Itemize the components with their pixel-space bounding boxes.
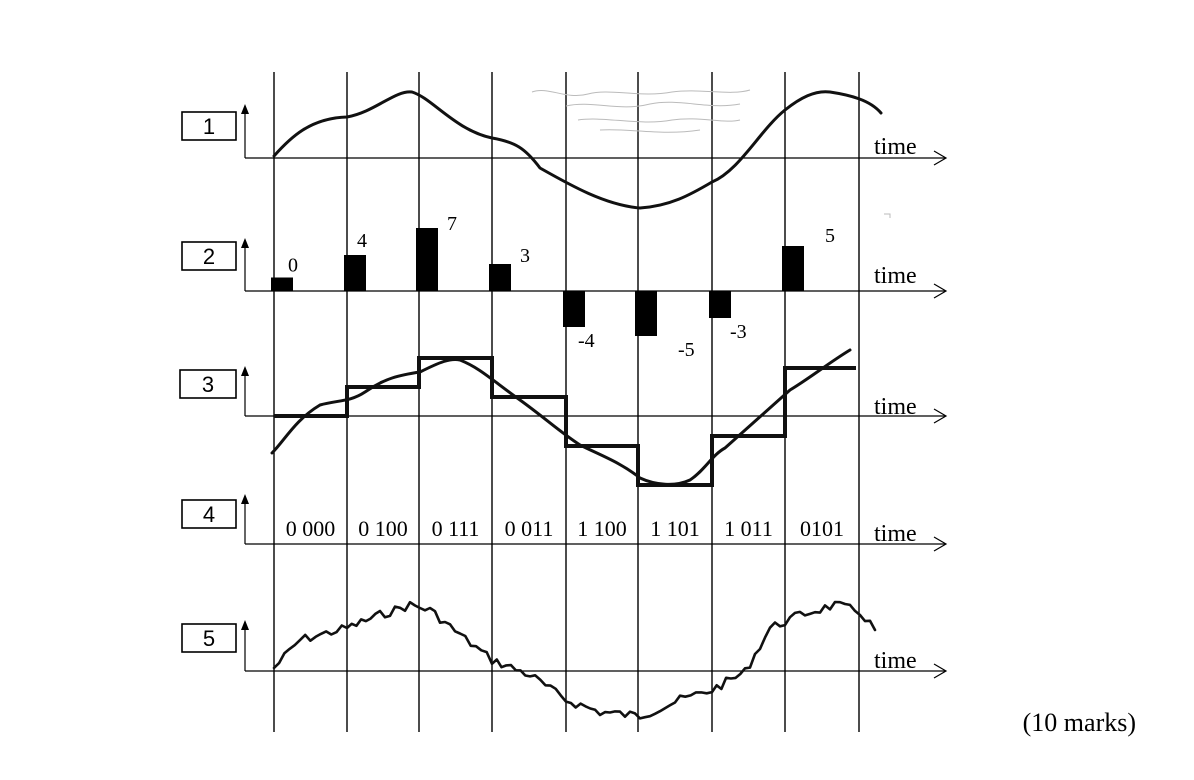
row-3: 3 time [179,348,948,487]
binary-code-label: 0101 [800,516,844,541]
sample-bars: 0 4 7 3 -4 -5 -3 5 [271,213,835,361]
noisy-signal-curve [272,600,877,720]
time-axis-label: time [874,394,917,420]
row-label-box [181,241,237,271]
time-axis-label: time [874,648,917,674]
sample-bar [416,228,438,291]
row-label: 1 [203,114,215,139]
sample-bar [563,291,585,327]
time-axis-label: time [874,521,917,547]
row-label: 4 [203,502,215,527]
binary-code-label: 0 100 [358,516,408,541]
y-axis-arrowhead [241,238,249,248]
row-label-box [179,369,237,399]
binary-code-label: 0 000 [286,516,336,541]
analog-signal-curve [272,90,883,210]
marks-label: (10 marks) [1023,708,1136,737]
sample-bar [489,264,511,291]
sample-value-label: 0 [288,255,298,277]
sample-bar [271,277,293,291]
time-axis-arrowhead [933,150,948,166]
sample-bar [782,246,804,291]
sample-value-label: -5 [678,339,695,361]
time-axis-arrowhead [933,408,948,424]
binary-code-label: 1 101 [650,516,700,541]
sample-value-label: 4 [357,230,367,252]
row-label: 2 [203,244,215,269]
row-label: 5 [203,626,215,651]
row-label: 3 [202,372,214,397]
sample-value-label: -3 [730,321,747,343]
binary-code-label: 0 111 [432,516,480,541]
quantized-step-signal [274,356,856,487]
row-2: 2 time 0 4 7 3 -4 -5 -3 5 [181,213,948,361]
time-axis-arrowhead [933,663,948,679]
sample-bar [635,291,657,336]
y-axis-arrowhead [241,620,249,630]
row-1: 1 time [181,90,948,210]
sample-bar [344,255,366,291]
time-axis-arrowhead [933,283,948,299]
analog-signal-curve [270,348,852,486]
binary-code-label: 0 011 [505,516,554,541]
binary-code-label: 1 100 [577,516,627,541]
time-axis-label: time [874,263,917,289]
sample-value-label: 7 [447,213,457,235]
sample-value-label: 5 [825,225,835,247]
row-4: 4 time 0 000 0 100 0 111 0 011 1 100 1 101 1 0… [181,494,948,552]
sample-bar [709,291,731,318]
y-axis-arrowhead [241,104,249,114]
sample-value-label: -4 [578,330,595,352]
row-5: 5 time [181,600,948,720]
binary-code-label: 1 011 [724,516,773,541]
y-axis-arrowhead [241,366,249,376]
y-axis-arrowhead [241,494,249,504]
sample-value-label: 3 [520,245,530,267]
row-label-box [181,111,237,141]
time-axis-arrowhead [933,536,948,552]
time-axis-label: time [874,134,917,160]
sketch-scribble [531,89,891,218]
binary-code-labels: 0 000 0 100 0 111 0 011 1 100 1 101 1 011 0101 [286,516,844,541]
row-label-box [181,623,237,653]
row-label-box [181,499,237,529]
